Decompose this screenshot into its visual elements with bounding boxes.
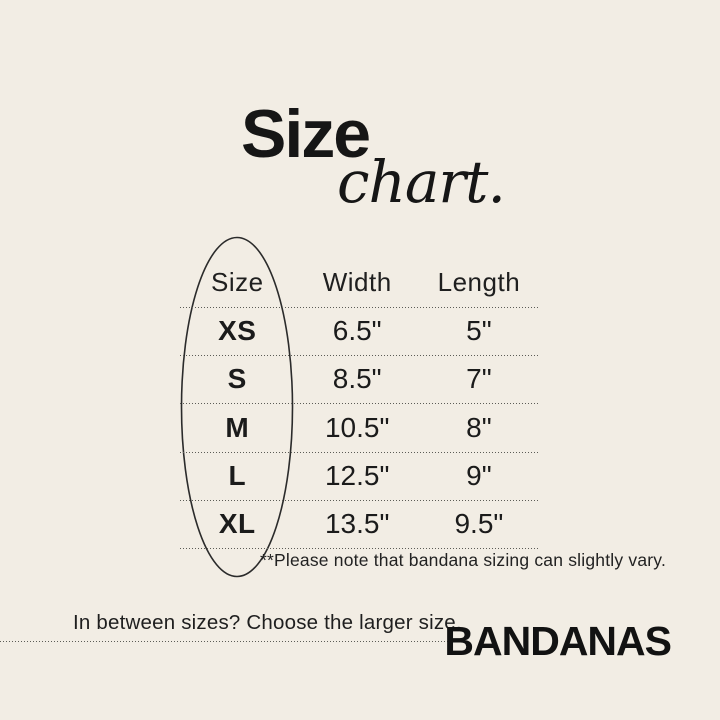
- column-header-length: Length: [437, 267, 521, 297]
- length-value: 9.5": [454, 508, 504, 539]
- table-rule: [180, 500, 538, 501]
- table-row-xl: XL 13.5" 9.5": [180, 500, 538, 548]
- length-value: 5": [466, 315, 492, 346]
- brand-wordmark: BANDANAS: [444, 618, 672, 664]
- table-row-xs: XS 6.5" 5": [180, 307, 538, 355]
- size-value: XS: [218, 315, 257, 346]
- table-rule: [180, 403, 538, 404]
- footer-rule: [0, 641, 449, 642]
- size-column-ellipse-icon: [180, 236, 294, 578]
- width-value: 10.5": [324, 411, 390, 443]
- column-header-width: Width: [322, 267, 392, 297]
- table-rule: [180, 452, 538, 453]
- table-row-m: M 10.5" 8": [180, 403, 538, 452]
- size-value: XL: [218, 508, 256, 539]
- table-row-s: S 8.5" 7": [180, 355, 538, 403]
- width-value: 12.5": [324, 460, 390, 491]
- page-title: Size: [241, 96, 371, 172]
- size-value: S: [227, 363, 247, 394]
- column-header-size: Size: [210, 267, 264, 297]
- length-value: 9": [466, 460, 492, 491]
- table-header-row: Size Width Length: [180, 258, 538, 307]
- page-title-script: chart.: [337, 148, 506, 216]
- table-rule: [180, 307, 538, 308]
- width-value: 13.5": [324, 508, 390, 539]
- sizing-variance-note: **Please note that bandana sizing can sl…: [260, 550, 667, 570]
- length-value: 8": [466, 411, 492, 443]
- width-value: 6.5": [332, 315, 382, 346]
- width-value: 8.5": [332, 363, 382, 394]
- size-value: L: [228, 460, 247, 491]
- table-rule: [180, 355, 538, 356]
- size-value: M: [225, 411, 250, 443]
- between-sizes-tip: In between sizes? Choose the larger size…: [73, 611, 462, 634]
- length-value: 7": [466, 363, 492, 394]
- table-row-l: L 12.5" 9": [180, 452, 538, 500]
- table-rule: [180, 548, 538, 549]
